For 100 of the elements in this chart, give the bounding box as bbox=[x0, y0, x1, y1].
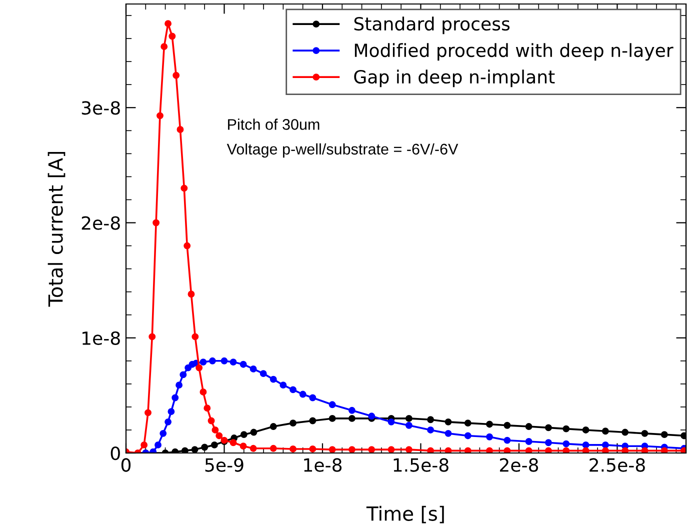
point bbox=[180, 184, 188, 192]
point bbox=[388, 446, 395, 453]
point bbox=[164, 418, 172, 426]
point bbox=[270, 444, 277, 452]
point bbox=[504, 422, 511, 429]
point bbox=[154, 441, 162, 448]
point bbox=[168, 408, 175, 416]
x-tick-label: 2e-8 bbox=[500, 458, 538, 472]
point bbox=[602, 441, 609, 448]
point bbox=[152, 219, 160, 226]
point bbox=[208, 357, 216, 364]
annotation: Voltage p-well/substrate = -6V/-6V bbox=[226, 143, 458, 158]
point bbox=[240, 360, 247, 368]
point bbox=[427, 447, 434, 453]
point bbox=[544, 439, 552, 446]
point bbox=[405, 422, 412, 429]
point bbox=[328, 401, 336, 408]
point bbox=[464, 447, 472, 453]
y-axis-title: Total current [A] bbox=[48, 152, 66, 307]
point bbox=[348, 446, 356, 453]
y-tick-label: 0 bbox=[110, 446, 120, 460]
point bbox=[504, 436, 511, 444]
point bbox=[216, 432, 223, 440]
point bbox=[309, 394, 316, 402]
point bbox=[444, 418, 452, 426]
point bbox=[309, 417, 316, 424]
point bbox=[328, 446, 336, 453]
point bbox=[191, 446, 198, 453]
point bbox=[230, 358, 237, 366]
x-tick-label: 1.5e-8 bbox=[394, 458, 448, 472]
point bbox=[544, 424, 552, 432]
point bbox=[156, 112, 164, 120]
annotation: Pitch of 30um bbox=[228, 118, 320, 130]
x-axis-title: Time [s] bbox=[366, 506, 444, 524]
point bbox=[144, 409, 152, 416]
point bbox=[192, 333, 199, 340]
point bbox=[504, 447, 511, 453]
point bbox=[405, 414, 412, 422]
point bbox=[160, 43, 168, 50]
point bbox=[641, 447, 648, 453]
point bbox=[260, 370, 267, 378]
point bbox=[348, 406, 356, 414]
point bbox=[660, 447, 668, 453]
point bbox=[622, 447, 629, 453]
point bbox=[290, 420, 296, 427]
point bbox=[562, 440, 570, 448]
x-tick-label: 0 bbox=[121, 458, 131, 472]
point bbox=[196, 364, 203, 372]
point bbox=[427, 416, 434, 424]
point bbox=[220, 357, 228, 364]
point bbox=[200, 358, 207, 366]
point bbox=[280, 382, 287, 389]
point bbox=[582, 447, 590, 453]
legend-label: Standard process bbox=[354, 16, 510, 34]
point bbox=[622, 428, 629, 436]
point bbox=[160, 430, 167, 437]
point bbox=[188, 290, 195, 298]
point bbox=[180, 371, 187, 378]
point bbox=[582, 441, 590, 448]
y-tick-label: 3e-8 bbox=[82, 101, 120, 115]
point bbox=[309, 446, 316, 452]
point bbox=[641, 430, 648, 437]
point bbox=[328, 414, 336, 422]
point bbox=[210, 441, 218, 448]
point bbox=[299, 390, 306, 398]
point bbox=[486, 420, 493, 428]
point bbox=[208, 417, 215, 424]
point bbox=[602, 447, 609, 453]
point bbox=[525, 447, 532, 453]
point bbox=[184, 242, 191, 250]
point bbox=[562, 425, 570, 432]
point bbox=[348, 414, 356, 422]
point bbox=[181, 447, 188, 453]
point bbox=[204, 404, 211, 412]
point bbox=[464, 420, 472, 427]
point bbox=[290, 386, 296, 394]
x-tick-label: 5e-9 bbox=[205, 458, 244, 472]
legend-label: Modified procedd with deep n-layer bbox=[354, 43, 674, 61]
point bbox=[176, 382, 183, 389]
point bbox=[176, 126, 184, 133]
x-tick-label: 1e-8 bbox=[304, 458, 342, 472]
point bbox=[168, 32, 176, 40]
point bbox=[602, 428, 609, 435]
point bbox=[250, 428, 258, 436]
point bbox=[172, 394, 179, 402]
x-tick-label: 2.5e-8 bbox=[590, 458, 645, 472]
point bbox=[582, 426, 590, 434]
point bbox=[525, 423, 532, 430]
point bbox=[427, 426, 434, 434]
point bbox=[368, 412, 376, 420]
point bbox=[368, 446, 376, 453]
point bbox=[660, 431, 668, 438]
y-tick-label: 1e-8 bbox=[82, 331, 120, 345]
point bbox=[212, 426, 219, 434]
point bbox=[172, 72, 180, 79]
point bbox=[250, 444, 257, 452]
y-tick-label: 2e-8 bbox=[82, 216, 120, 230]
point bbox=[290, 446, 296, 452]
point bbox=[562, 447, 570, 453]
point bbox=[444, 430, 452, 437]
